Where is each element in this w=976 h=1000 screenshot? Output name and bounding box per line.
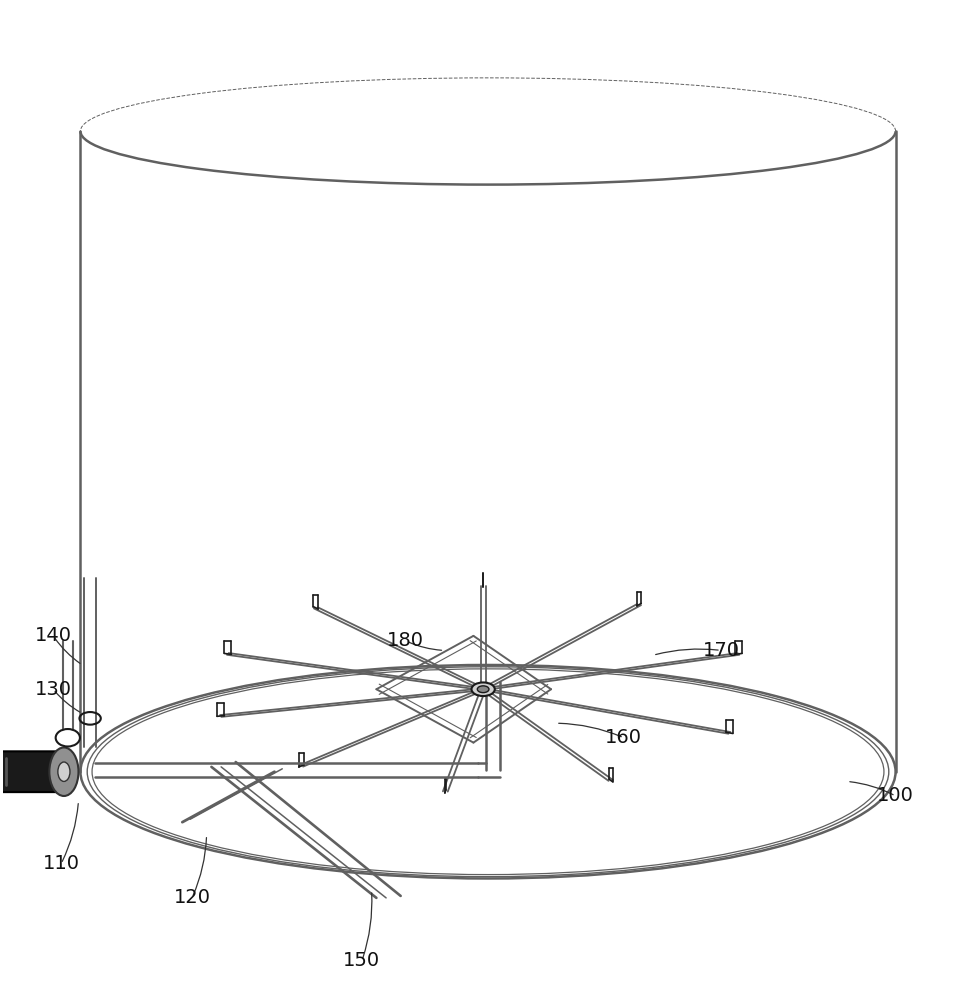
Ellipse shape (477, 686, 489, 693)
Ellipse shape (471, 682, 495, 696)
Text: 110: 110 (43, 854, 79, 873)
Ellipse shape (58, 762, 70, 781)
Text: 120: 120 (174, 888, 211, 907)
Text: 150: 150 (344, 951, 381, 970)
Text: 140: 140 (35, 626, 72, 645)
Text: 170: 170 (703, 641, 740, 660)
FancyBboxPatch shape (0, 751, 63, 792)
Ellipse shape (50, 747, 78, 796)
Text: 160: 160 (605, 728, 642, 747)
Text: 130: 130 (35, 680, 72, 699)
Text: 180: 180 (387, 631, 424, 650)
Text: 100: 100 (877, 786, 915, 805)
